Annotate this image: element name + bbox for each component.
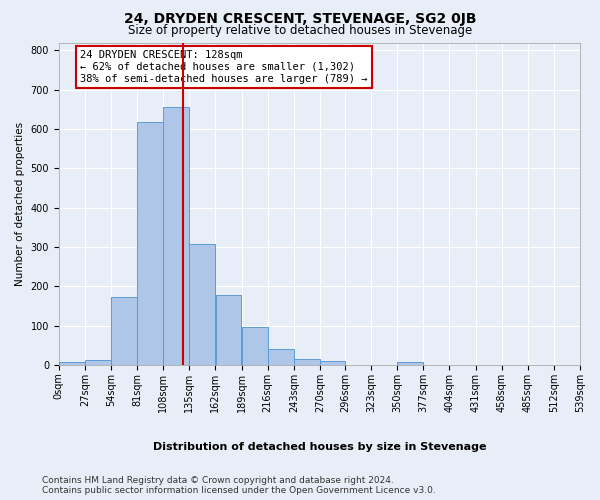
Bar: [85, 360, 111, 365]
Bar: [111, 298, 137, 365]
Bar: [397, 362, 423, 365]
Text: Contains HM Land Registry data © Crown copyright and database right 2024.
Contai: Contains HM Land Registry data © Crown c…: [42, 476, 436, 495]
Text: 24, DRYDEN CRESCENT, STEVENAGE, SG2 0JB: 24, DRYDEN CRESCENT, STEVENAGE, SG2 0JB: [124, 12, 476, 26]
Bar: [59, 362, 85, 365]
Bar: [163, 106, 189, 365]
Bar: [242, 327, 268, 365]
Text: 24 DRYDEN CRESCENT: 128sqm
← 62% of detached houses are smaller (1,302)
38% of s: 24 DRYDEN CRESCENT: 128sqm ← 62% of deta…: [80, 50, 368, 84]
Bar: [294, 359, 320, 365]
X-axis label: Distribution of detached houses by size in Stevenage: Distribution of detached houses by size …: [152, 442, 486, 452]
Bar: [215, 295, 241, 365]
Bar: [137, 122, 163, 365]
Y-axis label: Number of detached properties: Number of detached properties: [15, 122, 25, 286]
Bar: [190, 244, 215, 365]
Bar: [268, 349, 293, 365]
Bar: [320, 360, 345, 365]
Text: Size of property relative to detached houses in Stevenage: Size of property relative to detached ho…: [128, 24, 472, 37]
